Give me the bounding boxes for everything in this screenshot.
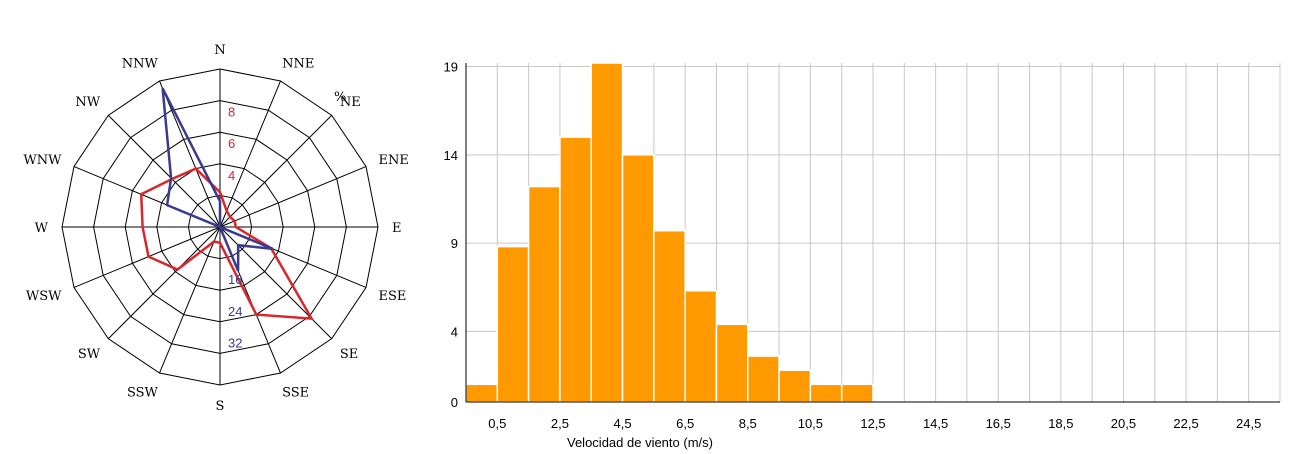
direction-label-nw: NW — [75, 95, 100, 110]
direction-label-ese: ESE — [379, 289, 407, 304]
histogram-bar — [465, 383, 499, 403]
direction-label-w: W — [35, 221, 49, 236]
histogram-bar — [840, 383, 874, 403]
direction-label-nnw: NNW — [122, 57, 159, 72]
x-tick-label: 0,5 — [488, 416, 506, 431]
histogram-bar — [496, 245, 530, 403]
rose-spoke — [107, 226, 221, 340]
x-tick-label: 14,5 — [923, 416, 948, 431]
direction-label-ssw: SSW — [127, 386, 159, 401]
x-tick-label: 10,5 — [798, 416, 823, 431]
direction-label-ne: NE — [340, 95, 361, 110]
histogram-bar — [715, 323, 749, 403]
x-tick-label: 18,5 — [1048, 416, 1073, 431]
ring-label-blue: 32 — [228, 335, 242, 350]
direction-label-e: E — [392, 221, 402, 236]
rose-series-blue — [161, 87, 274, 272]
histogram-bar — [527, 185, 561, 403]
x-tick-label: 12,5 — [860, 416, 885, 431]
x-tick-label: 2,5 — [551, 416, 569, 431]
y-tick-label: 19 — [444, 60, 458, 75]
ring-label-red: 6 — [228, 136, 235, 151]
x-tick-label: 4,5 — [613, 416, 631, 431]
direction-label-wsw: WSW — [26, 289, 62, 304]
x-tick-label: 24,5 — [1236, 416, 1261, 431]
y-tick-label: 0 — [451, 395, 458, 410]
y-tick-label: 14 — [444, 148, 458, 163]
direction-label-ene: ENE — [379, 153, 409, 168]
x-tick-label: 20,5 — [1111, 416, 1136, 431]
ring-label-red: 4 — [228, 168, 235, 183]
direction-label-wnw: WNW — [23, 153, 62, 168]
direction-label-sse: SSE — [282, 386, 309, 401]
x-tick-label: 16,5 — [986, 416, 1011, 431]
x-axis-title: Velocidad de viento (m/s) — [567, 435, 713, 450]
ring-label-red: 8 — [228, 105, 235, 120]
rose-spoke — [219, 114, 333, 228]
wind-rose-chart: N NNE NE ENE E ESE SE SSE S SSW SW WSW W WNW NW NNW% 4 6 8… — [23, 43, 409, 414]
ring-label-blue: 16 — [228, 272, 242, 287]
rose-series-red — [139, 167, 314, 321]
histogram-bar — [653, 229, 686, 403]
x-tick-label: 22,5 — [1173, 416, 1198, 431]
y-tick-label: 4 — [451, 324, 458, 339]
ring-label-blue: 24 — [228, 304, 242, 319]
histogram-bar — [747, 355, 780, 403]
histogram-bar — [559, 136, 592, 403]
direction-label-n: N — [214, 43, 225, 58]
histogram-bar — [621, 154, 655, 403]
x-tick-label: 6,5 — [676, 416, 694, 431]
x-tick-label: 8,5 — [739, 416, 757, 431]
direction-label-se: SE — [340, 347, 358, 362]
rose-spoke — [107, 114, 221, 228]
direction-label-s: S — [216, 399, 225, 414]
rose-spoke — [159, 226, 221, 374]
unit-label: % — [334, 90, 346, 105]
direction-label-nne: NNE — [282, 57, 314, 72]
rose-spoke — [159, 80, 221, 228]
histogram-bar — [590, 62, 624, 403]
rose-spoke — [219, 80, 281, 228]
rose-spoke — [73, 226, 221, 288]
y-tick-label: 9 — [451, 236, 458, 251]
histogram-bar — [778, 369, 812, 403]
rose-spoke — [219, 166, 367, 228]
direction-label-sw: SW — [78, 347, 101, 362]
histogram-bar — [684, 290, 718, 403]
histogram-bar — [809, 383, 843, 403]
